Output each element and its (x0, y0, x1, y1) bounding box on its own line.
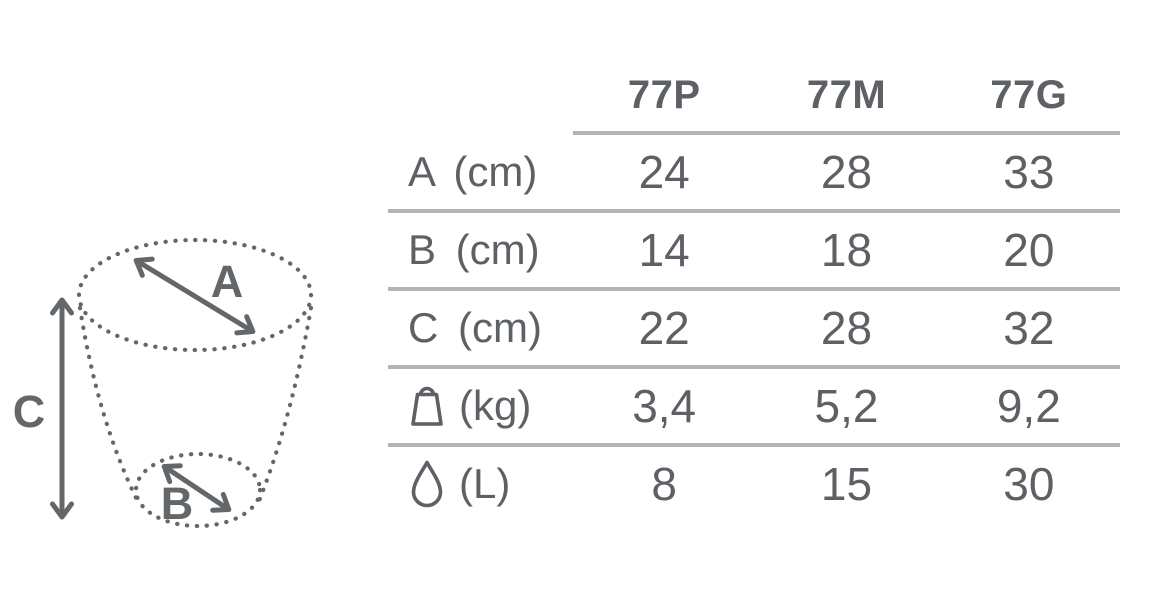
cell-a-77g: 33 (1003, 146, 1055, 198)
row-label-text: B (cm) (408, 226, 540, 273)
cell-b-77g: 20 (1003, 224, 1055, 276)
cell-l-77p: 8 (651, 458, 677, 510)
row-label-text: C (cm) (408, 304, 542, 351)
table-row-c: C (cm) 22 28 32 (388, 291, 1120, 369)
cell-c-77p: 22 (638, 302, 690, 354)
pot-base-ellipse (133, 451, 263, 529)
table-row-volume: (L) 8 15 30 (388, 447, 1120, 521)
cell-kg-77m: 5,2 (814, 380, 879, 432)
column-header-77m: 77M (806, 73, 887, 117)
weight-icon (411, 386, 443, 426)
row-label-volume: (L) (388, 459, 573, 509)
header-underline (573, 131, 1120, 135)
table-row-b: B (cm) 14 18 20 (388, 213, 1120, 291)
diagram-label-b: B (161, 478, 194, 529)
row-label-c: C (cm) (388, 304, 573, 352)
diagram-label-c: C (13, 386, 46, 437)
table-row-a: A (cm) 24 28 33 (388, 135, 1120, 213)
cell-b-77p: 14 (638, 224, 690, 276)
row-label-b: B (cm) (388, 226, 573, 274)
cell-l-77g: 30 (1003, 458, 1055, 510)
row-label-weight: (kg) (388, 382, 573, 430)
dimension-arrow-a (133, 256, 256, 336)
column-header-77p: 77P (627, 73, 701, 117)
table-header-row: 77P 77M 77G (388, 60, 1120, 131)
column-header-77g: 77G (990, 73, 1068, 117)
cell-a-77p: 24 (638, 146, 690, 198)
cell-c-77g: 32 (1003, 302, 1055, 354)
row-label-text: A (cm) (408, 148, 538, 195)
size-table: 77P 77M 77G A (cm) 24 28 33 B (cm) 14 18… (388, 60, 1120, 521)
cell-kg-77p: 3,4 (632, 380, 697, 432)
table-row-weight: (kg) 3,4 5,2 9,2 (388, 369, 1120, 447)
dimension-arrow-b (161, 463, 232, 513)
row-label-text: (L) (459, 460, 511, 507)
water-drop-icon (411, 460, 443, 508)
row-label-text: (kg) (459, 382, 532, 429)
pot-dimension-diagram: A B C (13, 237, 314, 529)
diagram-label-a: A (211, 256, 244, 307)
pot-rim-ellipse (76, 237, 314, 353)
pot-side-left (77, 305, 142, 507)
cell-a-77m: 28 (820, 146, 873, 198)
cell-c-77m: 28 (820, 302, 873, 354)
cell-kg-77g: 9,2 (996, 380, 1061, 432)
row-label-a: A (cm) (388, 148, 573, 196)
pot-side-right (254, 305, 314, 509)
cell-l-77m: 15 (820, 458, 873, 510)
cell-b-77m: 18 (820, 224, 873, 276)
